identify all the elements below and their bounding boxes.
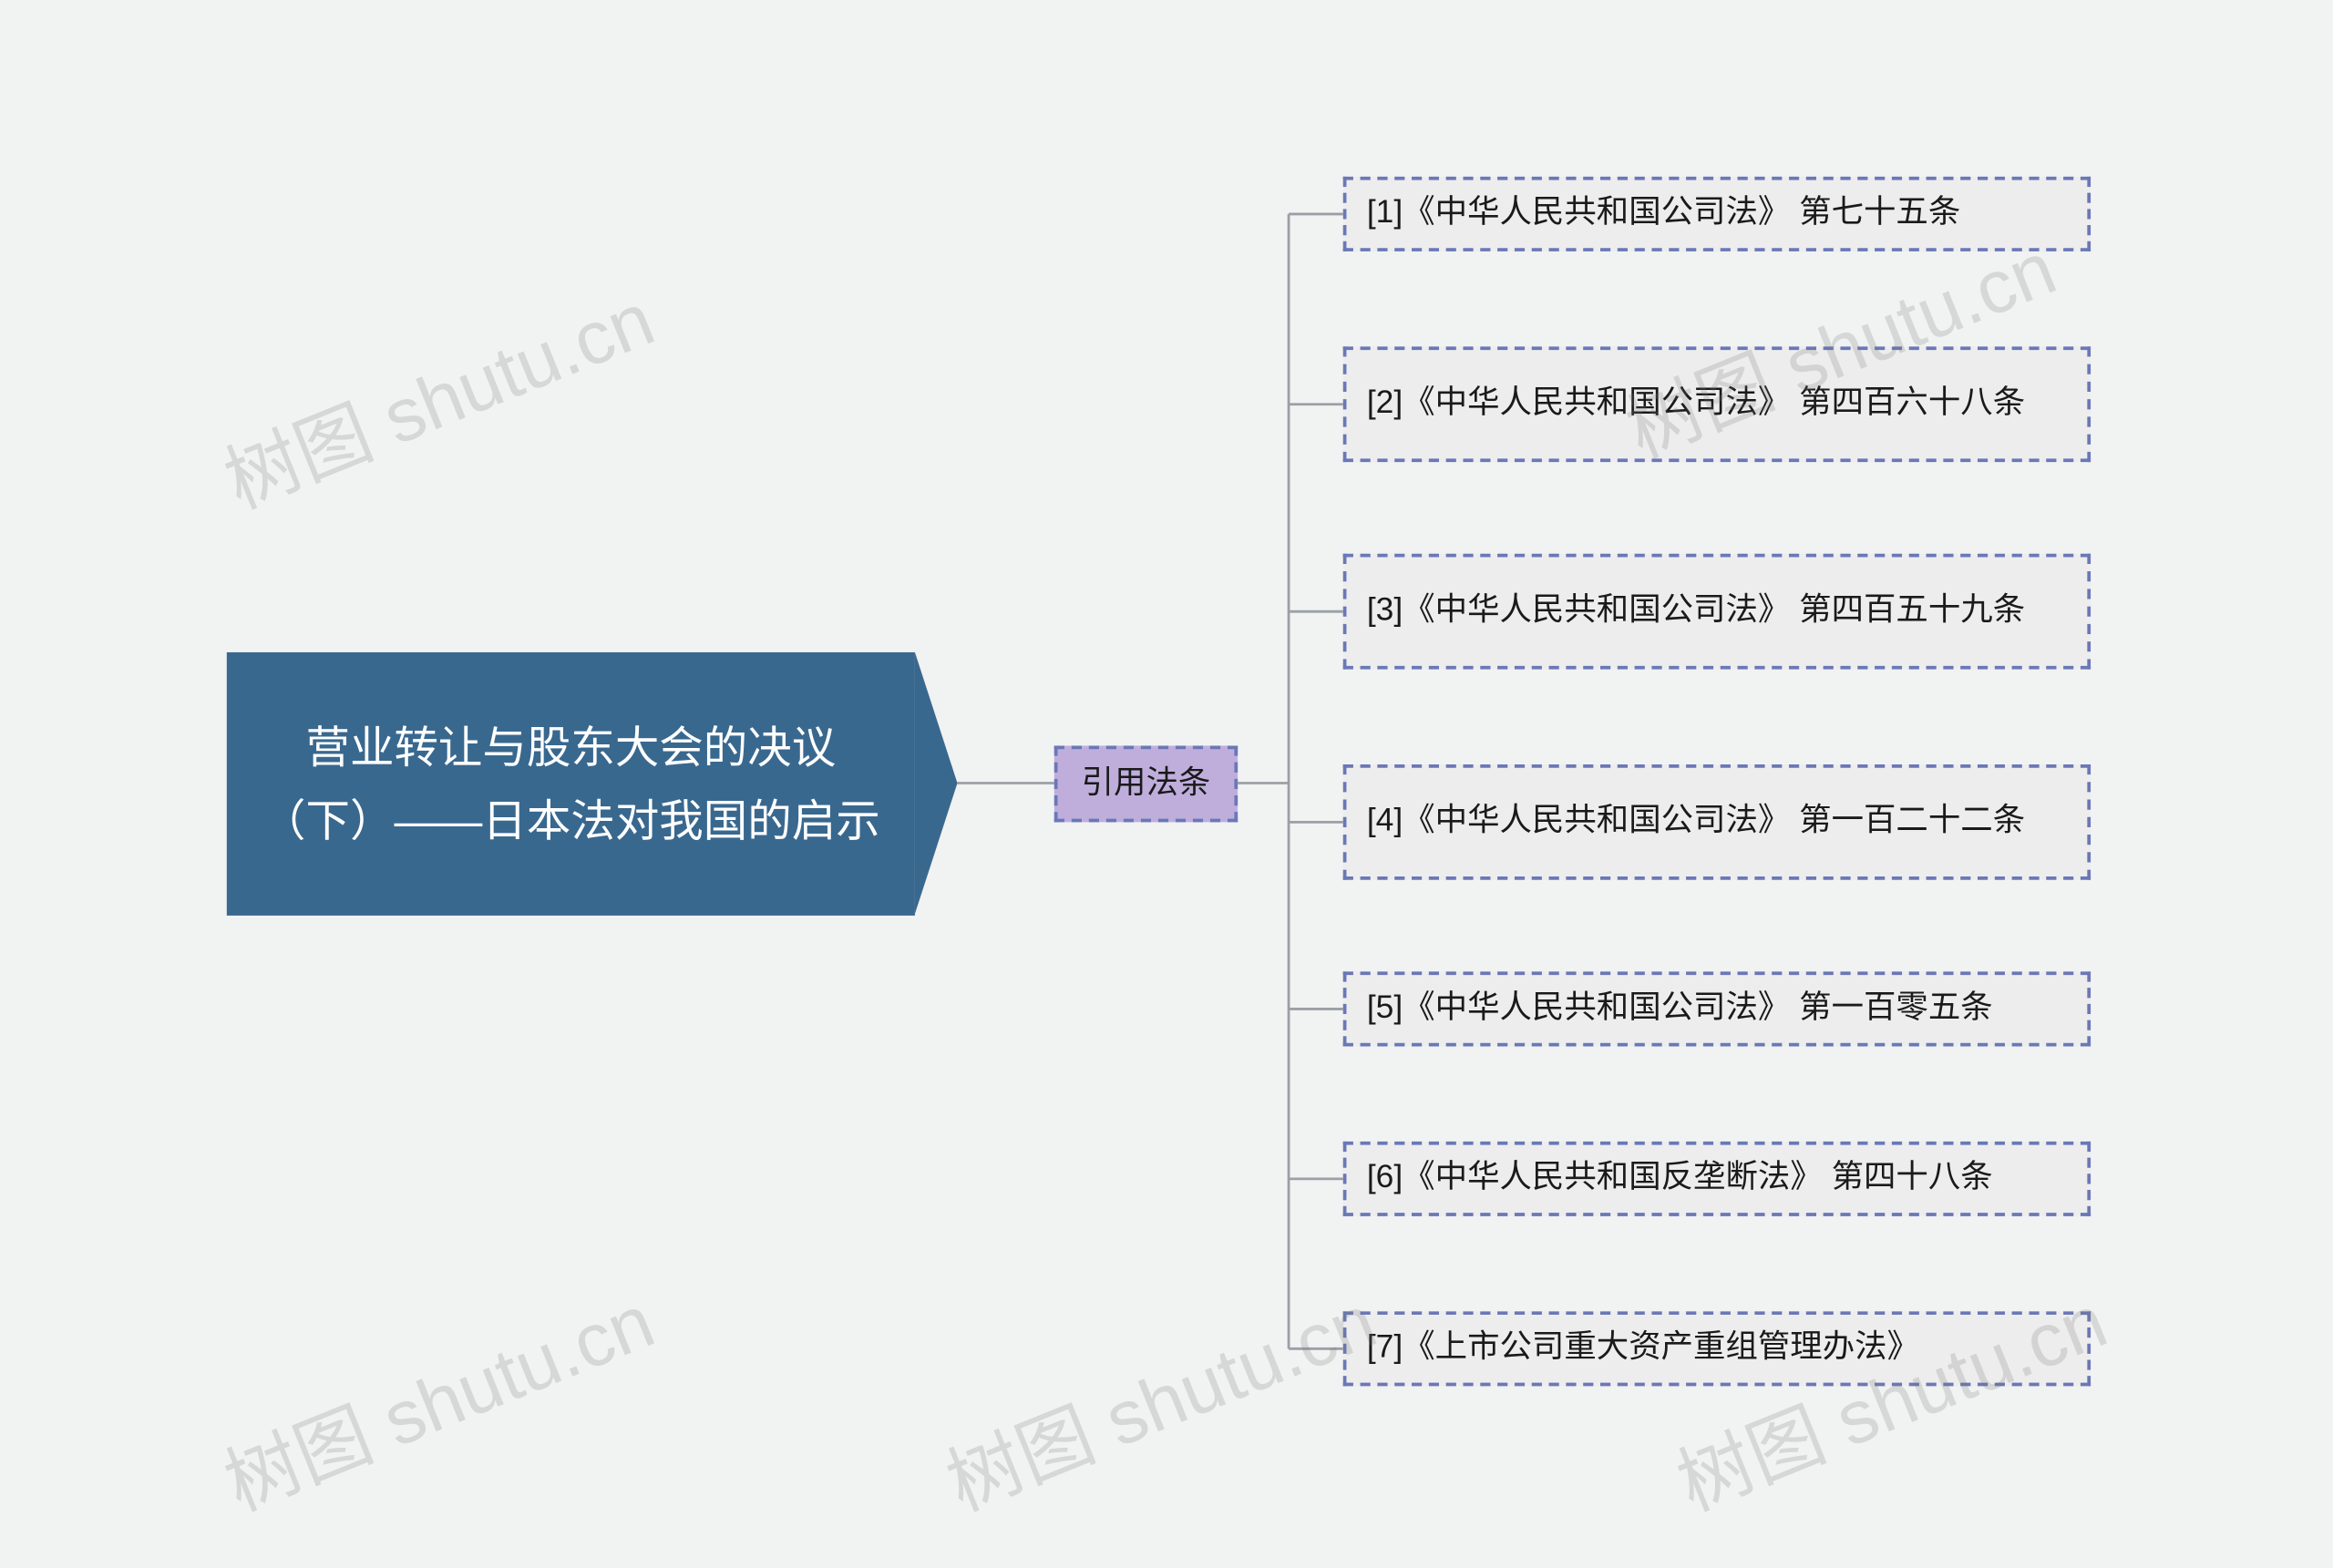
leaf-node-label: [3]《中华人民共和国公司法》 第四百五十九条 [1367,588,2025,634]
leaf-node-4[interactable]: [4]《中华人民共和国公司法》 第一百二十二条 [1343,764,2091,880]
leaf-node-7[interactable]: [7]《上市公司重大资产重组管理办法》 [1343,1311,2091,1386]
leaf-node-label: [1]《中华人民共和国公司法》 第七十五条 [1367,190,1960,237]
leaf-node-1[interactable]: [1]《中华人民共和国公司法》 第七十五条 [1343,177,2091,251]
leaf-node-label: [7]《上市公司重大资产重组管理办法》 [1367,1326,1919,1372]
sub-node-label: 引用法条 [1082,768,1211,800]
leaf-node-label: [6]《中华人民共和国反垄断法》 第四十八条 [1367,1155,1993,1202]
leaf-node-5[interactable]: [5]《中华人民共和国公司法》 第一百零五条 [1343,971,2091,1046]
root-node-arrow [915,652,958,914]
leaf-node-label: [2]《中华人民共和国公司法》 第四百六十八条 [1367,381,2025,427]
watermark: 树图 shutu.cn [929,1261,1389,1532]
canvas: 营业转让与股东大会的决议（下）——日本法对我国的启示 引用法条 [1]《中华人民… [0,0,2333,1568]
leaf-node-3[interactable]: [3]《中华人民共和国公司法》 第四百五十九条 [1343,554,2091,670]
root-node[interactable]: 营业转让与股东大会的决议（下）——日本法对我国的启示 [227,652,915,916]
leaf-node-6[interactable]: [6]《中华人民共和国反垄断法》 第四十八条 [1343,1142,2091,1216]
mindmap-inner: 营业转让与股东大会的决议（下）——日本法对我国的启示 引用法条 [1]《中华人民… [99,0,2333,1568]
sub-node[interactable]: 引用法条 [1054,745,1238,822]
leaf-node-2[interactable]: [2]《中华人民共和国公司法》 第四百六十八条 [1343,346,2091,462]
connector-sub-leaves [1238,214,1343,1348]
watermark: 树图 shutu.cn [1660,1261,2120,1532]
watermark: 树图 shutu.cn [206,259,666,529]
leaf-node-label: [5]《中华人民共和国公司法》 第一百零五条 [1367,986,1993,1032]
root-node-label: 营业转让与股东大会的决议（下）——日本法对我国的启示 [251,712,891,856]
watermark: 树图 shutu.cn [206,1261,666,1532]
leaf-node-label: [4]《中华人民共和国公司法》 第一百二十二条 [1367,799,2025,845]
